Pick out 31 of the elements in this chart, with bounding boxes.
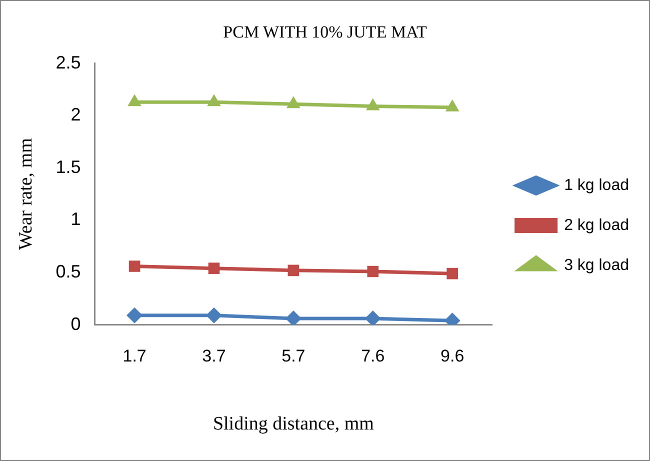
y-tick-label: 2 bbox=[70, 104, 81, 125]
x-tick-label: 9.6 bbox=[440, 346, 464, 366]
point bbox=[128, 94, 142, 106]
point bbox=[364, 310, 381, 325]
point bbox=[128, 260, 140, 272]
y-tick-label: 0.5 bbox=[56, 261, 81, 282]
point bbox=[286, 96, 300, 108]
x-tick-label: 1.7 bbox=[122, 346, 146, 366]
point bbox=[285, 310, 302, 325]
point bbox=[126, 307, 143, 324]
y-tick-label: 1.5 bbox=[56, 156, 81, 177]
point bbox=[366, 98, 380, 110]
point bbox=[288, 264, 300, 276]
legend-label: 3 kg load bbox=[564, 256, 629, 274]
x-axis-title: Sliding distance, mm bbox=[212, 414, 374, 435]
point bbox=[445, 99, 460, 112]
point bbox=[367, 266, 379, 278]
point bbox=[207, 94, 221, 106]
y-axis-title: Wear rate, mm bbox=[15, 138, 36, 250]
point bbox=[206, 307, 222, 324]
x-tick-label: 7.6 bbox=[361, 346, 385, 366]
point bbox=[208, 262, 220, 274]
point bbox=[446, 268, 458, 280]
legend-label: 2 kg load bbox=[564, 216, 629, 234]
chart-title: PCM WITH 10% JUTE MAT bbox=[223, 22, 428, 42]
x-tick-label: 5.7 bbox=[282, 346, 306, 366]
x-tick-label: 3.7 bbox=[202, 346, 226, 366]
y-tick-label: 0 bbox=[70, 314, 81, 334]
y-tick-label: 2.5 bbox=[56, 52, 81, 72]
y-tick-label: 1 bbox=[70, 209, 81, 230]
legend-label: 1 kg load bbox=[564, 176, 629, 194]
